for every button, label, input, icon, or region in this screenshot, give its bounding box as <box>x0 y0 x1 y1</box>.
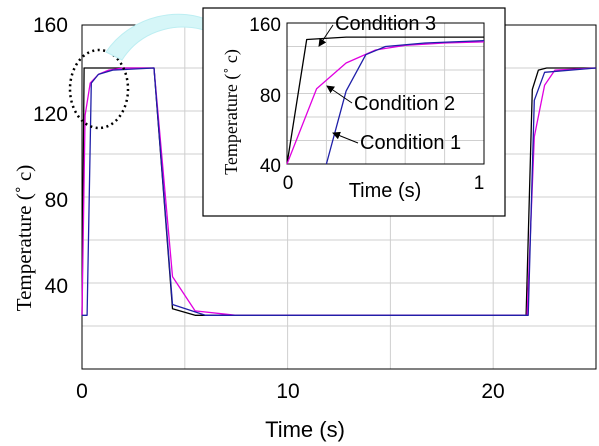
main-ytick-label-40: 40 <box>45 275 68 298</box>
inset-plot-frame <box>286 22 485 165</box>
main-xtick-label-10: 10 <box>276 380 299 403</box>
inset-xtick-label-1: 1 <box>474 173 485 194</box>
inset-ytick-label-40: 40 <box>260 156 281 177</box>
annotation-condition-3: Condition 3 <box>335 13 436 35</box>
inset-chart: 40 80 160 0 1 Time (s) Temperature (˚ c)… <box>202 7 506 217</box>
annotation-condition-1: Condition 1 <box>360 132 461 154</box>
inset-ytick-label-80: 80 <box>260 86 281 107</box>
main-series-condition-1 <box>82 67 597 316</box>
main-series-group <box>81 67 597 316</box>
inset-series-condition-1 <box>325 39 485 165</box>
main-xtick-label-0: 0 <box>76 380 88 403</box>
main-xtick-label-20: 20 <box>481 380 504 403</box>
main-y-axis-label: Temperature (˚ c) <box>12 165 36 312</box>
annotation-arrow-condition-1 <box>332 131 359 144</box>
inset-ytick-label-160: 160 <box>249 15 281 36</box>
inset-x-axis-label: Time (s) <box>349 180 422 202</box>
main-ytick-label-80: 80 <box>45 189 68 212</box>
main-ytick-label-120: 120 <box>33 103 68 126</box>
zoom-region-ellipse <box>68 48 130 130</box>
annotation-condition-2: Condition 2 <box>354 93 455 115</box>
main-chart: 40 80 120 160 0 10 20 Time (s) Temperatu… <box>12 14 597 442</box>
annotation-arrow-condition-3 <box>318 24 334 47</box>
inset-y-axis-label: Temperature (˚ c) <box>221 49 242 175</box>
inset-series-group <box>286 36 485 165</box>
main-x-axis-label: Time (s) <box>265 417 345 442</box>
inset-series-condition-3 <box>286 36 484 165</box>
main-ytick-label-160: 160 <box>33 14 68 37</box>
inset-xtick-label-0: 0 <box>283 173 294 194</box>
annotation-arrow-condition-2 <box>326 85 353 104</box>
